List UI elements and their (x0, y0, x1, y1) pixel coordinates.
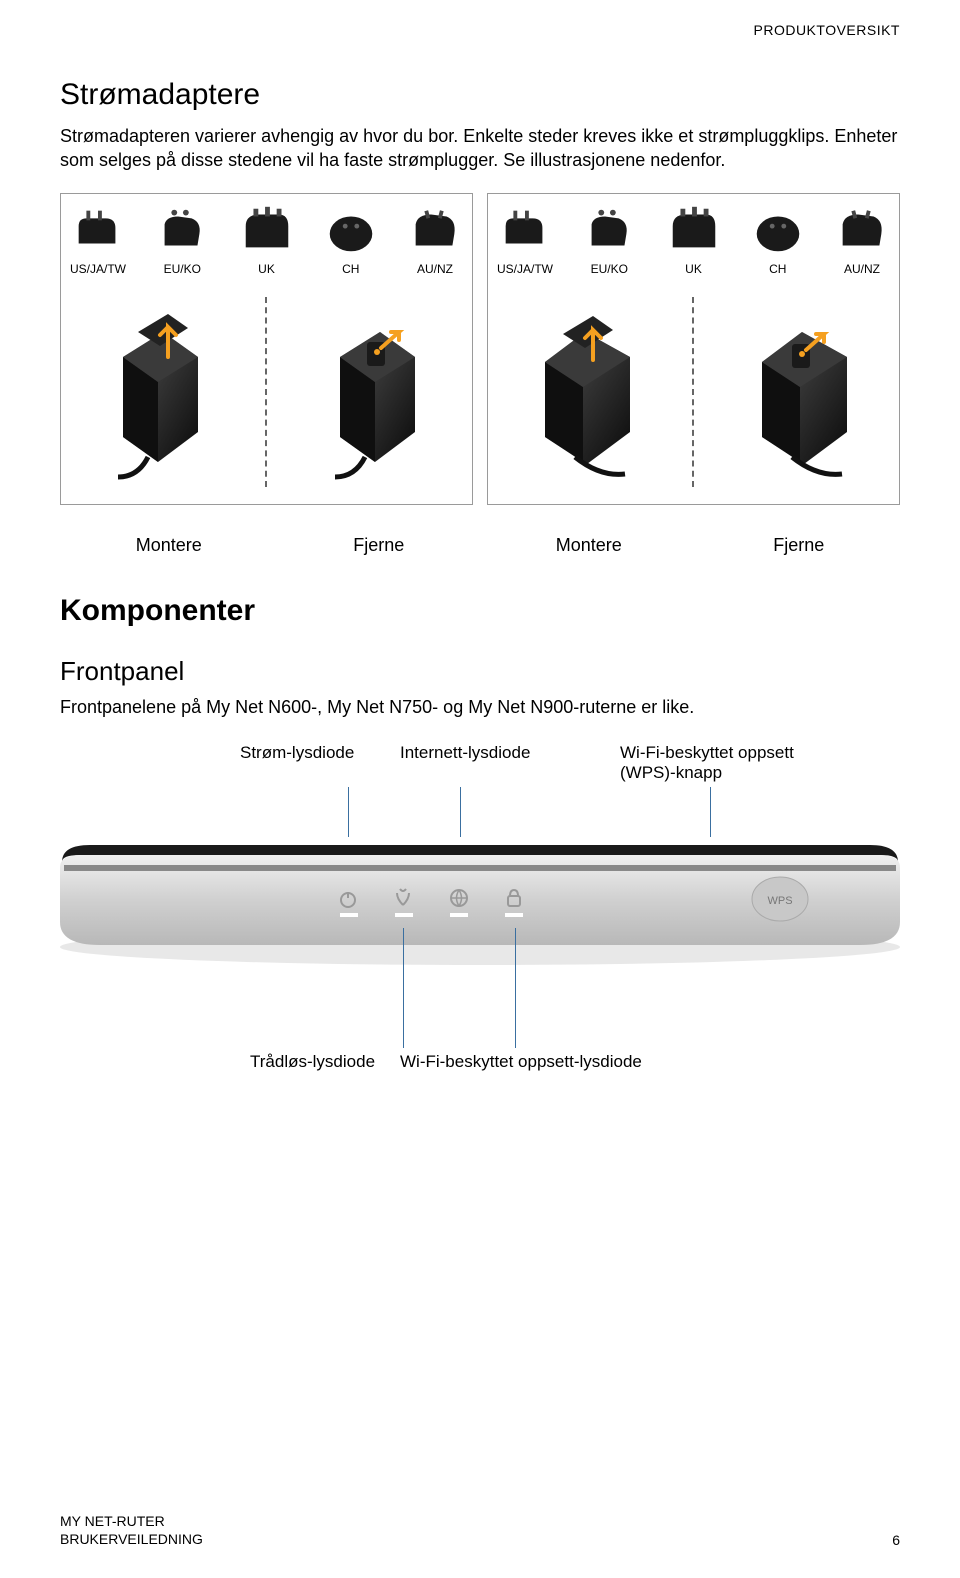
plug-icon (833, 204, 891, 256)
router-diagram: Strøm-lysdiode Internett-lysdiode Wi-Fi-… (60, 743, 900, 1023)
adapter-diagrams: US/JA/TW EU/KO UK CH AU/NZ (60, 193, 900, 505)
adapter-install-icon (88, 302, 228, 482)
plug-icon (69, 204, 127, 256)
plug-icon (406, 204, 464, 256)
plug-icon (580, 204, 638, 256)
frontpanel-desc: Frontpanelene på My Net N600-, My Net N7… (60, 695, 900, 719)
footer-product: MY NET-RUTER (60, 1512, 203, 1530)
callout-internet: Internett-lysdiode (400, 743, 560, 783)
adapter-install-icon (515, 302, 655, 482)
action-labels: Montere Fjerne Montere Fjerne (60, 535, 900, 556)
footer-doc: BRUKERVEILEDNING (60, 1530, 203, 1548)
section-header: PRODUKTOVERSIKT (754, 22, 901, 38)
remove-label: Fjerne (773, 535, 824, 556)
callout-power: Strøm-lysdiode (240, 743, 400, 783)
plug-label: US/JA/TW (496, 262, 554, 276)
callout-wps: Wi-Fi-beskyttet oppsett (WPS)-knapp (620, 743, 840, 783)
components-title: Komponenter (60, 594, 900, 628)
plug-label: AU/NZ (406, 262, 464, 276)
plug-label: UK (238, 262, 296, 276)
install-label: Montere (136, 535, 202, 556)
plug-labels: US/JA/TW EU/KO UK CH AU/NZ (69, 262, 464, 276)
install-label: Montere (556, 535, 622, 556)
plug-icon (665, 204, 723, 256)
frontpanel-title: Frontpanel (60, 656, 900, 687)
plug-icon (153, 204, 211, 256)
adapters-desc: Strømadapteren varierer avhengig av hvor… (60, 124, 900, 173)
adapter-remove-icon (732, 302, 872, 482)
svg-text:WPS: WPS (767, 895, 792, 907)
plug-label: CH (322, 262, 380, 276)
adapter-box-right: US/JA/TW EU/KO UK CH AU/NZ (487, 193, 900, 505)
plug-label: US/JA/TW (69, 262, 127, 276)
plug-icon (496, 204, 554, 256)
adapters-title: Strømadaptere (60, 78, 900, 112)
plug-label: CH (749, 262, 807, 276)
plug-label: UK (665, 262, 723, 276)
remove-label: Fjerne (353, 535, 404, 556)
adapter-box-left: US/JA/TW EU/KO UK CH AU/NZ (60, 193, 473, 505)
page-footer: MY NET-RUTER BRUKERVEILEDNING 6 (60, 1512, 900, 1548)
page-number: 6 (892, 1532, 900, 1548)
divider (265, 297, 267, 487)
router-icon: WPS (60, 837, 900, 967)
plug-icon (238, 204, 296, 256)
plug-labels: US/JA/TW EU/KO UK CH AU/NZ (496, 262, 891, 276)
divider (692, 297, 694, 487)
callout-wireless: Trådløs-lysdiode (250, 1052, 410, 1072)
plug-icon (749, 204, 807, 256)
plug-label: EU/KO (153, 262, 211, 276)
plug-icon (322, 204, 380, 256)
plug-label: AU/NZ (833, 262, 891, 276)
callout-wps-led: Wi-Fi-beskyttet oppsett-lysdiode (400, 1052, 700, 1072)
plug-label: EU/KO (580, 262, 638, 276)
adapter-remove-icon (305, 302, 445, 482)
